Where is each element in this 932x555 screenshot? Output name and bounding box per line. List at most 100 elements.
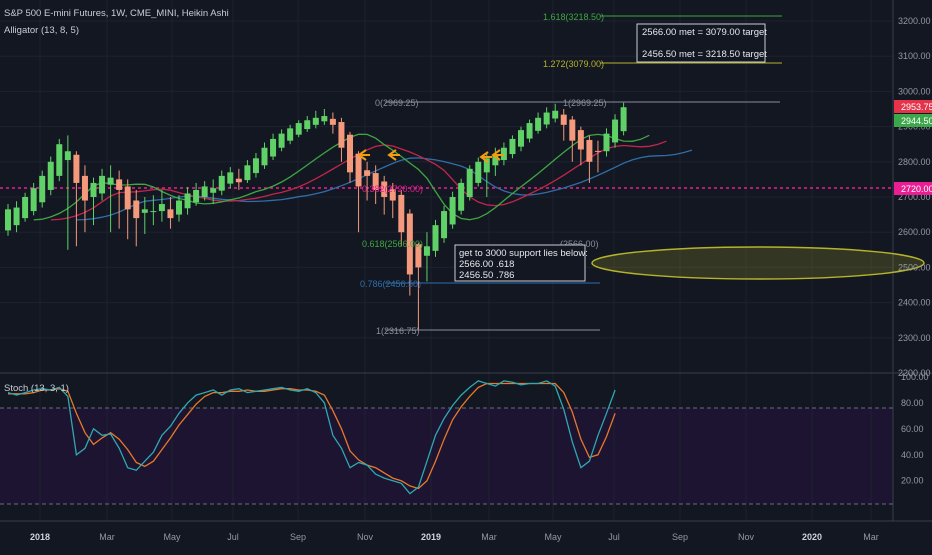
candle-body	[5, 209, 11, 231]
candle-body	[603, 133, 610, 152]
candle-body	[167, 209, 174, 219]
candle-body	[466, 168, 473, 197]
candle-body	[270, 138, 277, 157]
candle-body	[261, 147, 268, 166]
candle-body	[107, 177, 114, 185]
candle-body	[176, 200, 182, 215]
stoch-tick-label: 40.00	[901, 450, 924, 460]
candle-body	[475, 161, 482, 183]
candle-body	[449, 197, 456, 225]
candle-body	[500, 147, 507, 161]
candle-body	[483, 158, 490, 173]
candle-body	[116, 179, 123, 190]
candle-body	[423, 246, 430, 256]
level-tag-pink	[894, 182, 932, 195]
candle-body	[141, 209, 148, 213]
candle-body	[278, 133, 285, 148]
candle-body	[90, 182, 97, 197]
fib-label-1: 1(2316.75)	[376, 326, 420, 336]
candle-body	[355, 153, 362, 187]
last-price-red: 2953.75	[901, 102, 932, 112]
candle-body	[372, 173, 379, 190]
candle-body	[586, 139, 593, 162]
last-price-tag-green	[894, 114, 932, 127]
support-zone-ellipse[interactable]	[591, 246, 925, 280]
time-tick-label: 2019	[421, 532, 441, 542]
candles	[5, 102, 627, 331]
candle-body	[73, 154, 80, 183]
target-note-line: 2456.50 met = 3218.50 target	[642, 49, 767, 60]
time-tick-label: May	[163, 532, 181, 542]
time-tick-label: Mar	[99, 532, 115, 542]
candle-body	[99, 175, 106, 194]
time-tick-label: 2020	[802, 532, 822, 542]
level-pink: 2720.00	[901, 184, 932, 194]
price-tick-label: 2800.00	[898, 157, 931, 167]
fib-label-0618: 0.618(2566.00)	[362, 239, 423, 249]
candle-body	[415, 244, 422, 268]
candle-body	[321, 116, 328, 122]
candle-body	[56, 144, 63, 176]
candle-body	[398, 194, 405, 233]
candle-body	[158, 204, 165, 212]
fibonacci-retracement[interactable]	[0, 15, 893, 331]
price-tick-label: 2500.00	[898, 262, 931, 272]
candle-body	[287, 128, 294, 141]
candle-body	[389, 189, 396, 201]
candle-body	[201, 186, 208, 197]
candle-body	[338, 122, 345, 148]
candle-body	[184, 193, 191, 209]
time-tick-label: Sep	[672, 532, 688, 542]
candle-body	[347, 134, 353, 173]
last-price-green: 2944.50	[901, 116, 932, 126]
target-note[interactable]: 2566.00 met = 3079.00 target 2456.50 met…	[636, 23, 767, 63]
candle-body	[295, 123, 302, 135]
time-tick-label: Jul	[608, 532, 620, 542]
arrow-left-icon	[357, 149, 370, 161]
time-axis[interactable]: 2018 Mar May Jul Sep Nov 2019 Mar May Jul Sep Nov 20…	[30, 532, 879, 542]
candle-body	[64, 151, 71, 161]
stoch-axis[interactable]: 100.00 80.00 60.00 40.00 20.00	[901, 372, 929, 486]
candle-body	[30, 188, 37, 212]
candle-body	[210, 188, 217, 193]
candle-body	[518, 130, 524, 147]
candle-body	[81, 175, 88, 201]
support-note[interactable]: get to 3000 support lies below: 2566.00 …	[454, 244, 588, 282]
price-tick-label: 3100.00	[898, 51, 931, 61]
candle-body	[193, 189, 200, 203]
price-tick-label: 2300.00	[898, 333, 931, 343]
fib-label-1-right: 1(2969.25)	[563, 98, 607, 108]
candle-body	[594, 150, 601, 152]
candle-body	[458, 182, 465, 211]
stoch-overbought-band	[0, 408, 893, 504]
time-tick-label: Mar	[481, 532, 497, 542]
stoch-tick-label: 60.00	[901, 424, 924, 434]
time-tick-label: 2018	[30, 532, 50, 542]
arrow-left-icon	[387, 149, 400, 161]
candle-body	[218, 175, 225, 191]
candle-body	[552, 110, 559, 119]
price-tick-label: 3200.00	[898, 16, 931, 26]
candle-body	[441, 211, 448, 239]
candle-body	[22, 197, 29, 219]
candle-body	[133, 200, 140, 219]
candle-body	[432, 225, 439, 251]
price-tick-label: 2200.00	[898, 368, 931, 378]
time-tick-label: Mar	[863, 532, 879, 542]
fib-label-1272: 1.272(3079.00)	[543, 59, 604, 69]
indicator-title: Alligator (13, 8, 5)	[4, 25, 79, 36]
candle-body	[329, 118, 336, 125]
candle-body	[47, 161, 54, 190]
stoch-title: Stoch (13, 3, 1)	[4, 383, 69, 394]
candle-body	[612, 119, 619, 143]
support-note-line: get to 3000 support lies below:	[459, 248, 588, 259]
support-note-box	[454, 244, 586, 282]
time-tick-label: Sep	[290, 532, 306, 542]
candle-body	[304, 120, 311, 130]
support-note-line: 2566.00 .618	[459, 259, 514, 270]
candle-body	[39, 175, 46, 203]
arrow-markers	[357, 149, 504, 163]
fib-label-0382: 0.382(2720.00)	[362, 184, 423, 194]
